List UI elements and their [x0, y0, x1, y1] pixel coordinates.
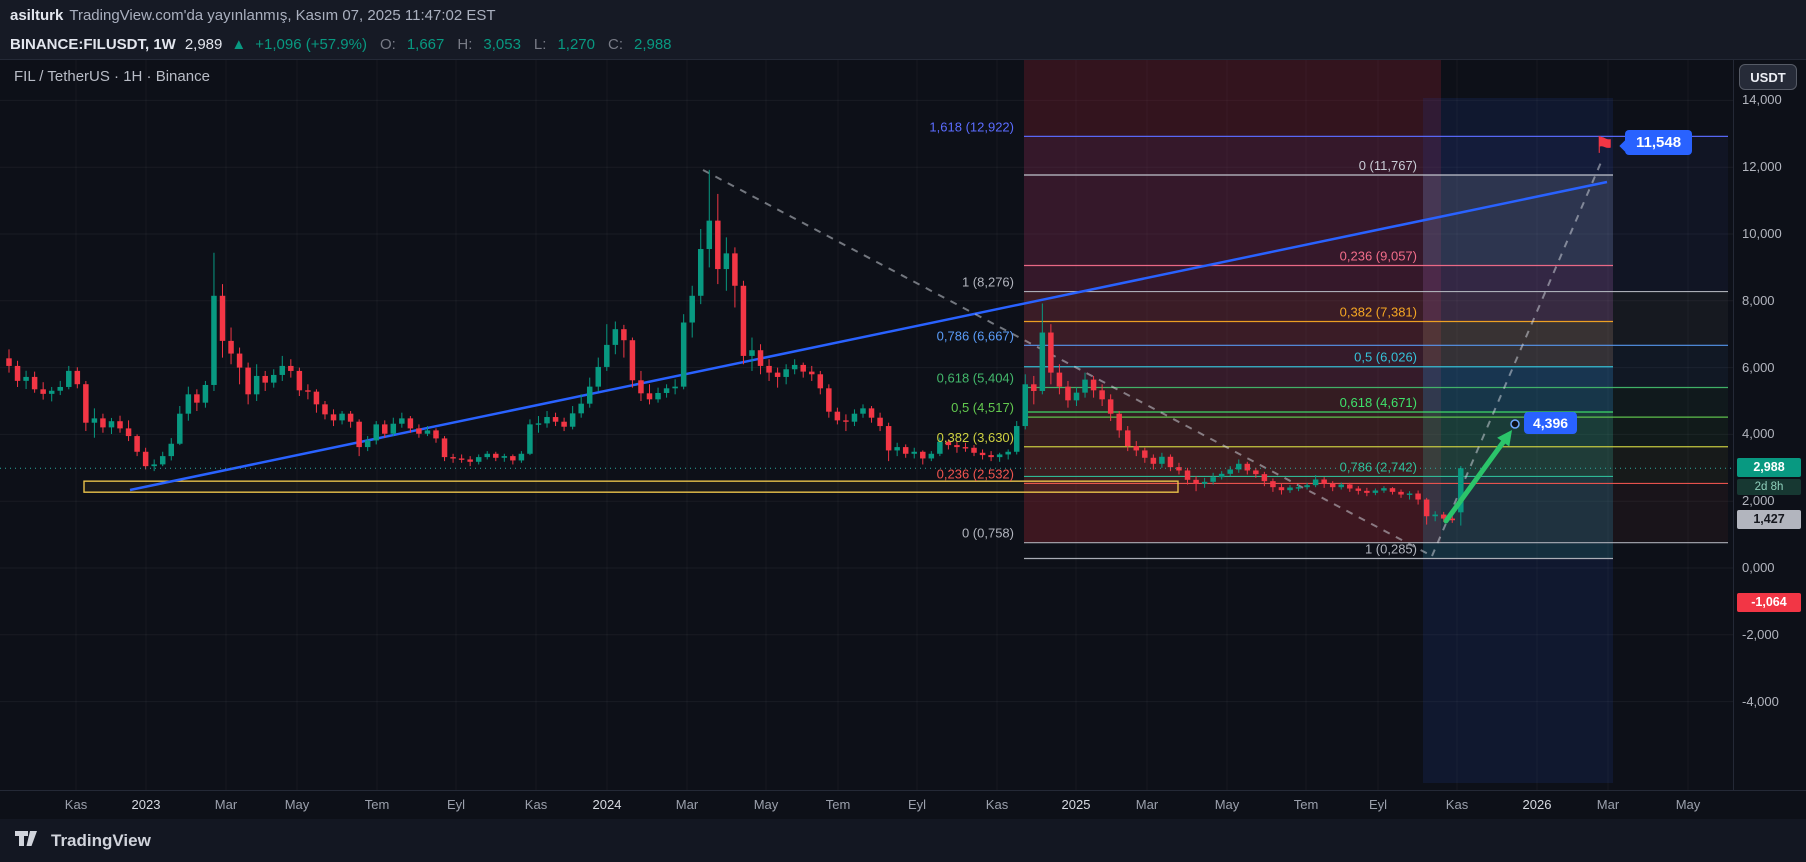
bear-zone [1024, 60, 1441, 543]
fib-bands-layer [1024, 136, 1728, 559]
close-value: 2,988 [633, 36, 672, 53]
fib-level-label: 0,236 (9,057) [1340, 248, 1417, 263]
fib-level-label: 0,5 (4,517) [951, 400, 1014, 415]
time-axis-label: May [284, 797, 310, 812]
time-axis-label: 2025 [1061, 797, 1091, 812]
symbol-info-bar: BINANCE:FILUSDT, 1W 2,989 ▲ +1,096 (+57.… [0, 30, 1806, 60]
open-label: O: [379, 36, 396, 53]
fib-level-label: 0,5 (6,026) [1354, 350, 1417, 365]
low-value: 1,270 [557, 36, 595, 53]
time-axis-label: Eyl [446, 797, 466, 812]
fib-level-label: 0 (11,767) [1359, 158, 1417, 173]
price-chart[interactable]: 1,618 (12,922) 1 (8,276) 0,786 (6,667) 0,61… [0, 60, 1806, 790]
time-axis-label: Mar [1596, 797, 1620, 812]
chart-watermark-title: FIL / TetherUS · 1H · Binance [14, 68, 210, 85]
symbol-title[interactable]: BINANCE:FILUSDT, 1W [10, 36, 176, 53]
intermediate-target-label[interactable]: 4,396 [1524, 412, 1578, 434]
projection-zone [1423, 98, 1613, 783]
price-target-label[interactable]: 11,548 [1625, 130, 1693, 155]
close-label: C: [607, 36, 623, 53]
up-arrow [1443, 439, 1506, 524]
fib-level-label: 1 (0,285) [1365, 541, 1417, 556]
price-axis-label: 2,000 [1742, 493, 1775, 509]
chart-area[interactable]: 1,618 (12,922) 1 (8,276) 0,786 (6,667) 0,61… [0, 60, 1806, 790]
time-axis-label: Eyl [1368, 797, 1388, 812]
price-axis-label: 8,000 [1742, 292, 1775, 308]
price-axis-label: -2,000 [1742, 626, 1779, 642]
fib-level-label: 1 (8,276) [962, 275, 1014, 290]
last-price-value: 2,989 [184, 36, 223, 53]
fib-level-label: 0,382 (7,381) [1340, 304, 1417, 319]
time-axis[interactable]: Kas 2023 Mar May Tem Eyl Kas 2024 Mar May Tem Eyl Ka… [0, 790, 1806, 819]
fib-level-label: 1,618 (12,922) [929, 119, 1014, 134]
price-axis-label: 6,000 [1742, 359, 1775, 375]
open-value: 1,667 [406, 36, 445, 53]
currency-toggle-button[interactable]: USDT [1739, 64, 1797, 90]
time-axis-label: May [753, 797, 779, 812]
publish-bar: asilturk TradingView.com'da yayınlanmış,… [0, 0, 1806, 30]
time-axis-label: Tem [1293, 797, 1319, 812]
brand-name[interactable]: TradingView [51, 830, 151, 850]
price-axis-label: 12,000 [1742, 159, 1782, 175]
candles-layer[interactable] [6, 169, 1464, 526]
support-zone-box [83, 480, 1179, 493]
time-axis-label: Mar [1135, 797, 1159, 812]
time-axis-label: Tem [825, 797, 851, 812]
price-axis-label: 10,000 [1742, 226, 1782, 241]
time-axis-label: Kas [524, 797, 548, 812]
high-label: H: [457, 36, 473, 53]
red-price-tag: -1,064 [1737, 593, 1801, 612]
time-axis-label: May [1675, 797, 1701, 812]
time-axis-label: Kas [64, 797, 88, 812]
price-axis-label: 0,000 [1742, 560, 1775, 575]
time-axis-label: Kas [1445, 797, 1469, 812]
up-arrow-icon: ▲ [231, 36, 247, 53]
last-price-tag: 2,988 [1737, 458, 1801, 477]
gray-price-tag: 1,427 [1737, 510, 1801, 529]
time-axis-label: Mar [675, 797, 699, 812]
footer-bar: TradingView [0, 818, 1806, 862]
overlay-layer [0, 419, 1733, 524]
time-axis-label: 2023 [131, 797, 161, 812]
fib-level-label: 0,618 (5,404) [937, 371, 1014, 386]
publish-text: TradingView.com'da yayınlanmış, Kasım 07… [69, 6, 496, 24]
fib-level-label: 0,786 (2,742) [1340, 459, 1417, 474]
low-label: L: [533, 36, 547, 53]
high-value: 3,053 [483, 36, 521, 53]
time-axis-label: Mar [214, 797, 238, 812]
publish-author: asilturk [10, 6, 64, 24]
fib-level-label: 0 (0,758) [962, 526, 1014, 541]
time-axis-label: Tem [364, 797, 390, 812]
grid-layer [0, 60, 1733, 790]
bar-countdown-tag: 2d 8h [1737, 479, 1801, 495]
time-axis-label: May [1214, 797, 1240, 812]
flag-marker-icon[interactable]: ⚑ [1594, 132, 1615, 158]
price-axis-label: 14,000 [1742, 92, 1782, 108]
fib-level-label: 0,382 (3,630) [937, 430, 1014, 445]
time-axis-label: Eyl [907, 797, 927, 812]
descending-resistance-dashed [702, 169, 1433, 557]
up-arrow-head [1497, 430, 1512, 447]
price-axis[interactable]: 2,988 2d 8h 1,427 -1,064 14,000 12,000 10,… [1733, 60, 1806, 790]
fib-level-label: 0,618 (4,671) [1340, 395, 1417, 410]
time-axis-label: 2024 [592, 797, 622, 812]
time-axis-label: Kas [985, 797, 1009, 812]
price-change-value: +1,096 (+57.9%) [255, 36, 367, 53]
fib-level-label: 0,236 (2,532) [937, 466, 1014, 481]
fib-level-label: 0,786 (6,667) [937, 328, 1014, 343]
fib-lines-layer [1024, 135, 1728, 560]
fib-labels-layer: 1,618 (12,922) 1 (8,276) 0,786 (6,667) 0,61… [929, 119, 1417, 556]
price-axis-label: 4,000 [1742, 426, 1775, 442]
tradingview-logo-icon[interactable] [14, 830, 42, 852]
highlight-zones-layer [1024, 60, 1613, 783]
label-anchor-dot [1510, 419, 1520, 429]
price-axis-label: -4,000 [1742, 693, 1779, 709]
time-axis-label: 2026 [1522, 797, 1552, 812]
